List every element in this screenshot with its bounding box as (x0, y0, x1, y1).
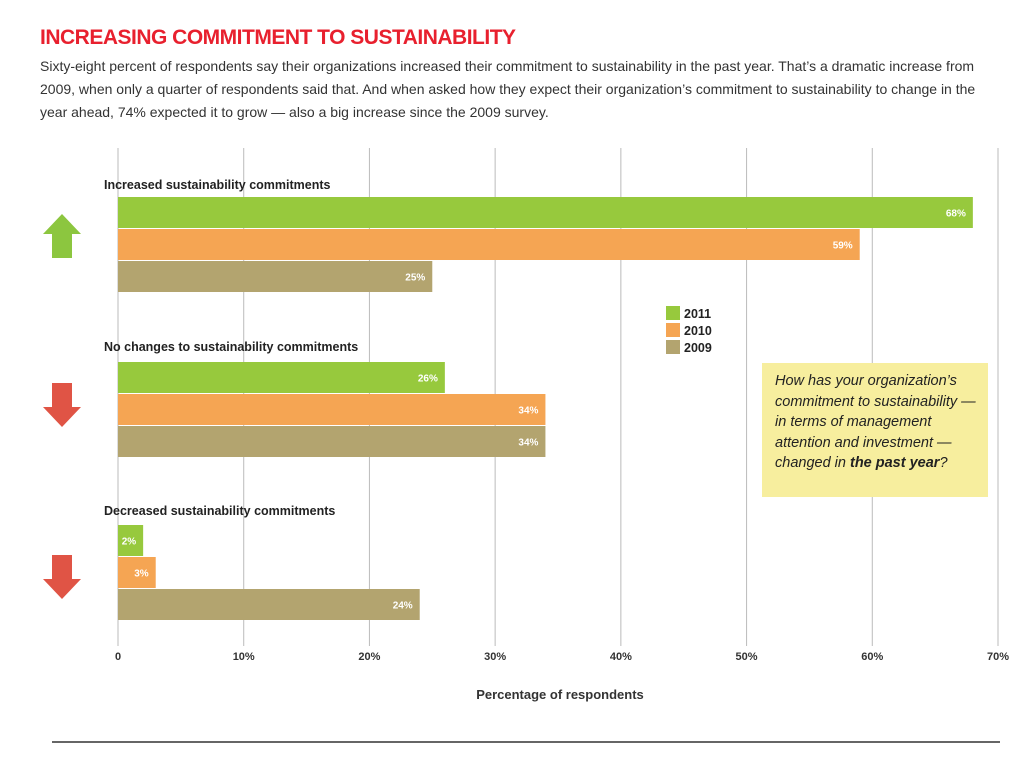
legend-swatch-2009 (666, 340, 680, 354)
down-arrow-icon (43, 383, 81, 427)
x-tick-label: 30% (484, 651, 506, 663)
x-tick-label: 40% (610, 651, 632, 663)
category-label: Increased sustainability commitments (104, 178, 331, 192)
legend-swatch-2010 (666, 323, 680, 337)
x-tick-label: 0 (115, 651, 121, 663)
x-axis-ticks: 0 10% 20% 30% 40% 50% 60% 70% (115, 651, 1009, 663)
bar-2011 (118, 197, 973, 228)
bars: 68% 59% 25% 26% 34% 34% 2% 3% 24% (118, 197, 973, 620)
question-box: How has your organization’s commitment t… (762, 363, 988, 497)
x-tick-label: 20% (358, 651, 380, 663)
bar-value-label: 34% (518, 406, 538, 417)
bar-value-label: 68% (946, 209, 966, 220)
down-arrow-icon (43, 555, 81, 599)
bar-2011 (118, 525, 144, 556)
category-arrows (43, 214, 81, 599)
legend: 2011 2010 2009 (666, 306, 712, 355)
bar-2009 (118, 426, 546, 457)
question-end: ? (939, 455, 948, 471)
bar-value-label: 25% (405, 273, 425, 284)
legend-swatch-2011 (666, 306, 680, 320)
intro-paragraph: Sixty-eight percent of respondents say t… (40, 58, 976, 120)
bar-value-label: 24% (393, 601, 413, 612)
x-tick-label: 70% (987, 651, 1009, 663)
bar-value-label: 34% (518, 438, 538, 449)
category-labels: Increased sustainability commitments No c… (104, 178, 358, 518)
bar-2009 (118, 261, 433, 292)
bar-value-label: 59% (833, 241, 853, 252)
bar-2010 (118, 394, 546, 425)
bar-value-label: 2% (122, 537, 137, 548)
footer-rule (52, 741, 1000, 743)
chart-title: INCREASING COMMITMENT TO SUSTAINABILITY (40, 26, 516, 49)
bar-2010 (118, 229, 860, 260)
bar-value-label: 3% (134, 569, 149, 580)
x-tick-label: 10% (233, 651, 255, 663)
bar-2011 (118, 362, 445, 393)
legend-label: 2010 (684, 324, 712, 338)
x-tick-label: 60% (861, 651, 883, 663)
legend-label: 2011 (684, 307, 711, 321)
question-emphasis: the past year (849, 455, 940, 471)
bar-2010 (118, 557, 156, 588)
legend-label: 2009 (684, 341, 712, 355)
question-text: How has your organization’s commitment t… (775, 373, 976, 471)
bar-value-label: 26% (418, 374, 438, 385)
category-label: Decreased sustainability commitments (104, 504, 335, 518)
x-axis-label: Percentage of respondents (476, 687, 644, 702)
category-label: No changes to sustainability commitments (104, 340, 358, 354)
up-arrow-icon (43, 214, 81, 258)
x-tick-label: 50% (736, 651, 758, 663)
bar-2009 (118, 589, 420, 620)
